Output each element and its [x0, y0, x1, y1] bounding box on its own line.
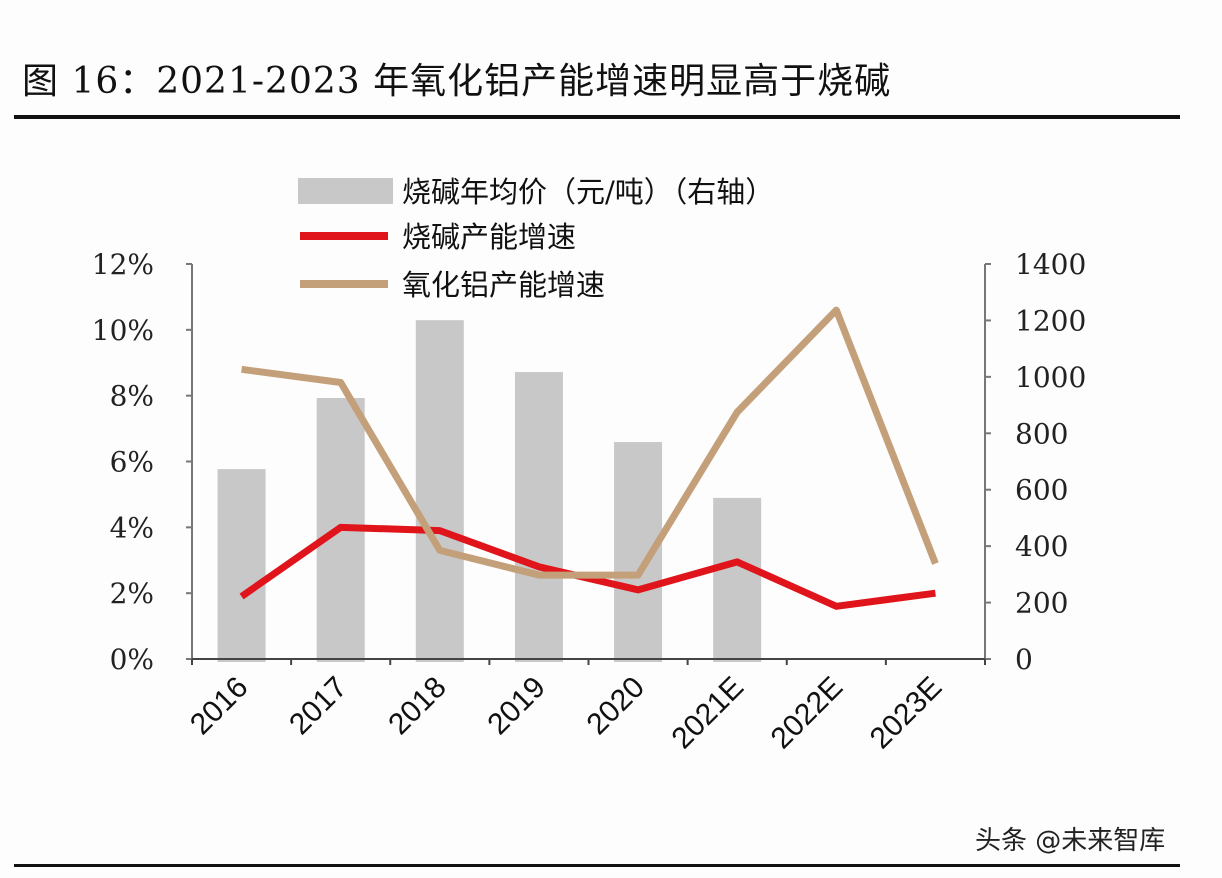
right-tick-label: 400 — [1015, 530, 1068, 563]
legend-label-red-line: 烧碱产能增速 — [402, 220, 576, 254]
legend-label-bar: 烧碱年均价（元/吨）（右轴） — [402, 175, 774, 209]
x-tick-label: 2021E — [665, 671, 750, 756]
bar-2016 — [217, 469, 266, 662]
left-tick-label: 4% — [110, 511, 154, 544]
x-tick-label: 2019 — [481, 671, 552, 742]
x-tick-label: 2016 — [184, 671, 255, 742]
figure-title: 图 16：2021-2023 年氧化铝产能增速明显高于烧碱 — [22, 61, 892, 102]
top-rule — [14, 115, 1180, 119]
left-tick-label: 12% — [92, 248, 154, 281]
watermark: 头条 @未来智库 — [975, 826, 1166, 856]
left-tick-label: 6% — [110, 446, 154, 479]
right-tick-label: 800 — [1015, 417, 1068, 450]
x-tick-label: 2017 — [283, 671, 354, 742]
left-tick-label: 0% — [110, 643, 154, 676]
x-tick-label: 2022E — [765, 671, 850, 756]
bottom-rule — [14, 864, 1180, 867]
right-tick-label: 200 — [1015, 587, 1068, 620]
legend-swatch-bar — [298, 178, 393, 204]
left-tick-label: 2% — [110, 577, 154, 610]
left-tick-label: 10% — [92, 314, 154, 347]
x-tick-label: 2023E — [864, 671, 949, 756]
left-tick-label: 8% — [110, 380, 154, 413]
bar-2019 — [514, 372, 563, 662]
bar-2021E — [713, 497, 762, 662]
right-tick-label: 1000 — [1015, 361, 1086, 394]
x-tick-label: 2018 — [382, 671, 453, 742]
line-series-2 — [241, 306, 939, 579]
bar-2018 — [415, 320, 464, 662]
right-tick-label: 600 — [1015, 474, 1068, 507]
right-tick-label: 0 — [1015, 643, 1033, 676]
legend-label-tan-line: 氧化铝产能增速 — [402, 268, 605, 302]
x-tick-label: 2020 — [580, 671, 651, 742]
right-tick-label: 1400 — [1015, 248, 1086, 281]
right-tick-label: 1200 — [1015, 304, 1086, 337]
